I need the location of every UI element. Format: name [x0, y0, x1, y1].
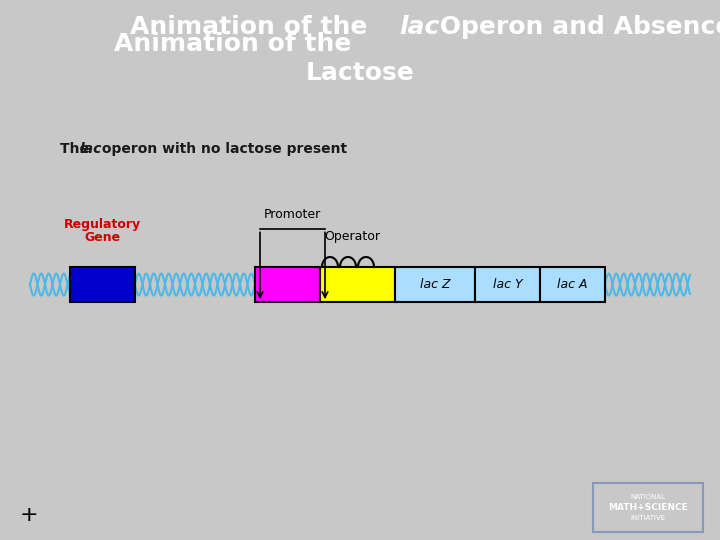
Text: lac Y: lac Y: [492, 278, 522, 291]
Text: Operator: Operator: [325, 230, 380, 243]
FancyBboxPatch shape: [475, 267, 540, 302]
FancyBboxPatch shape: [255, 267, 320, 302]
Text: operon with no lactose present: operon with no lactose present: [97, 143, 347, 156]
Text: INITIATIVE: INITIATIVE: [631, 515, 665, 522]
Text: Promoter: Promoter: [264, 208, 321, 221]
FancyBboxPatch shape: [540, 267, 605, 302]
Text: lac A: lac A: [557, 278, 588, 291]
Text: Lactose: Lactose: [305, 61, 415, 85]
Text: Gene: Gene: [84, 231, 120, 244]
Text: Regulatory: Regulatory: [63, 218, 140, 231]
FancyBboxPatch shape: [320, 267, 395, 302]
Text: lac: lac: [400, 15, 440, 39]
Text: Operon and Absence of: Operon and Absence of: [431, 15, 720, 39]
FancyBboxPatch shape: [395, 267, 475, 302]
Text: Animation of the: Animation of the: [114, 32, 360, 56]
FancyBboxPatch shape: [70, 267, 135, 302]
Text: lac: lac: [80, 143, 102, 156]
Text: lac Z: lac Z: [420, 278, 450, 291]
Text: +: +: [20, 505, 39, 525]
Text: NATIONAL: NATIONAL: [631, 494, 665, 500]
Text: Animation of the: Animation of the: [130, 15, 376, 39]
Text: MATH+SCIENCE: MATH+SCIENCE: [608, 503, 688, 512]
Text: The: The: [60, 143, 94, 156]
